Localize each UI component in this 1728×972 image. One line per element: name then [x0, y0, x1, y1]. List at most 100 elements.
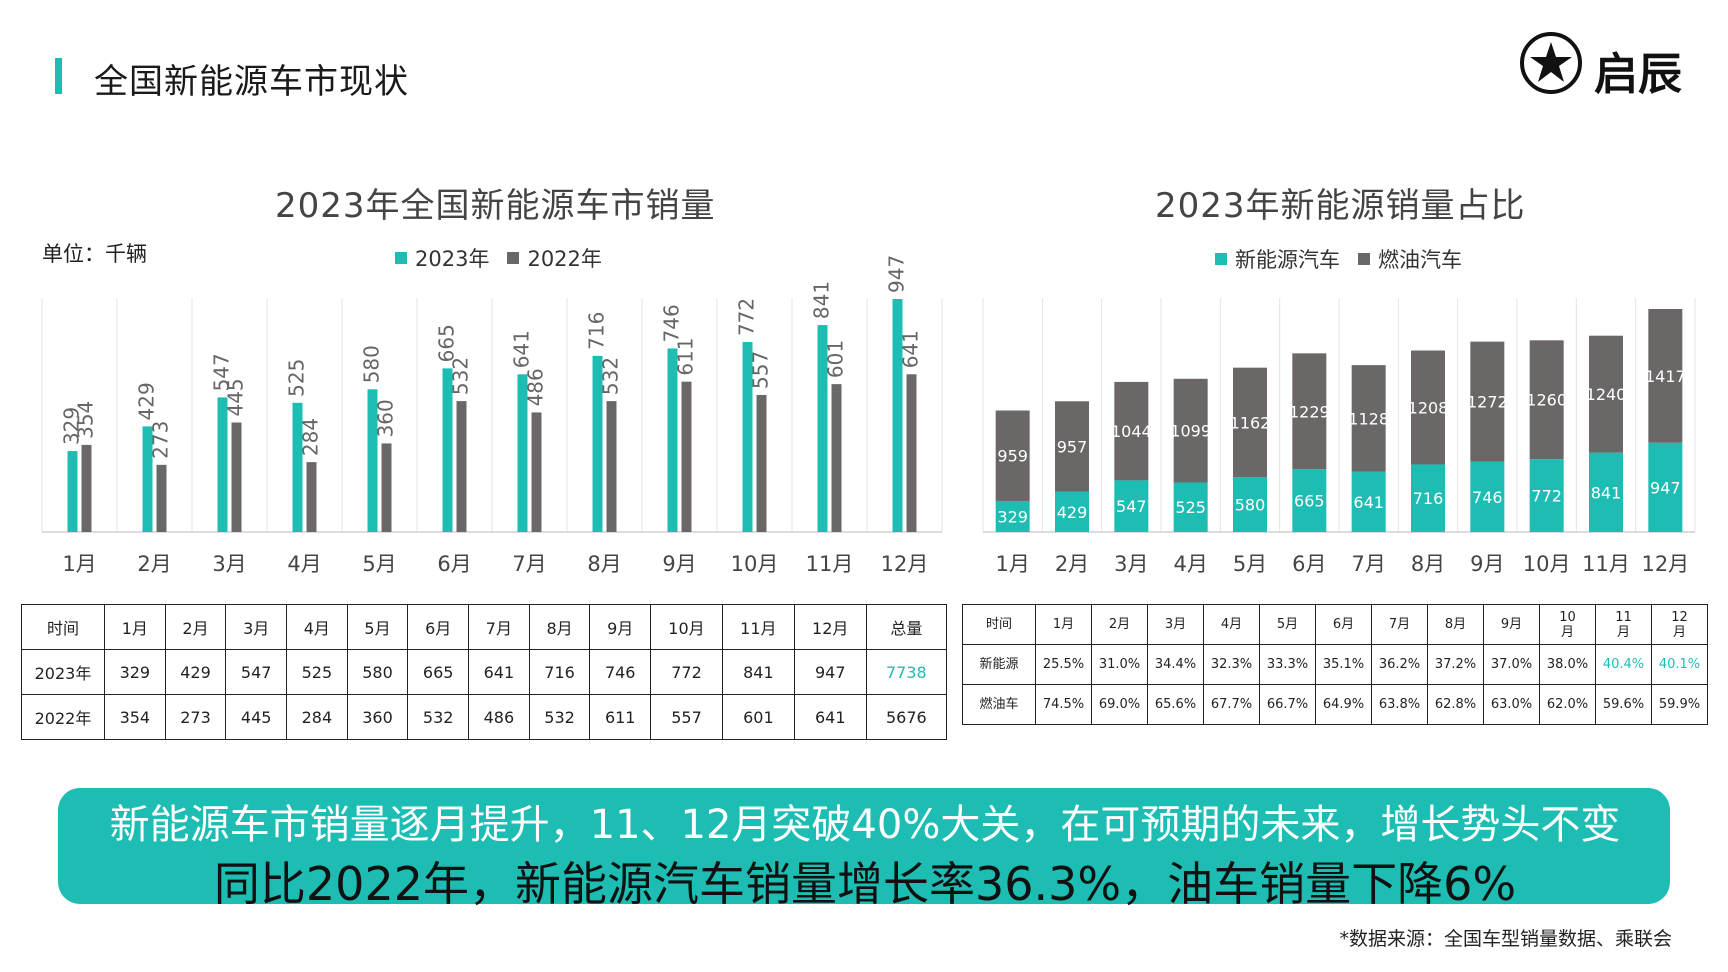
table-header-cell: 4月: [1203, 604, 1260, 645]
stack-value-nev: 525: [1175, 498, 1206, 517]
stack-value-ice: 1044: [1111, 422, 1152, 441]
bar-value-label: 532: [599, 357, 623, 395]
bar-value-label: 772: [735, 298, 759, 336]
table-cell: 360: [346, 694, 409, 740]
stack-bar-nev: [1292, 469, 1327, 532]
table-cell: 2022年: [21, 694, 105, 740]
legend-swatch-nev: [1215, 253, 1227, 265]
chart1-x-tick: 6月: [437, 552, 471, 576]
bar-2023: [292, 402, 303, 532]
table-cell: 329: [104, 649, 166, 695]
table-cell: 62.8%: [1427, 684, 1484, 725]
table-cell: 63.8%: [1371, 684, 1428, 725]
table-cell: 525: [286, 649, 348, 695]
stack-value-nev: 746: [1472, 488, 1503, 507]
chart2-x-tick: 2月: [1055, 552, 1089, 576]
stack-value-ice: 959: [997, 447, 1028, 466]
table-cell: 841: [721, 649, 795, 695]
stack-value-ice: 957: [1057, 437, 1088, 456]
chart1-x-tick: 10月: [731, 552, 779, 576]
table-row: 燃油车 74.5% 69.0% 65.6% 67.7% 66.7% 64.9% 63.8% 62…: [962, 684, 1708, 725]
stack-value-ice: 1208: [1408, 398, 1449, 417]
chart1-x-tick: 4月: [287, 552, 321, 576]
bar-value-label: 329: [60, 407, 84, 445]
bar-value-label: 665: [435, 324, 459, 362]
stack-value-nev: 716: [1413, 489, 1444, 508]
bar-value-label: 641: [899, 330, 923, 368]
stack-bar-ice: [1055, 401, 1089, 492]
brand-logo: 启辰: [1520, 32, 1720, 102]
table-header-row: 时间 1月 2月 3月 4月 5月 6月 7月 8月 9月 10月 11月 12月 总量: [21, 604, 948, 650]
chart1-x-tick: 7月: [512, 552, 546, 576]
header-month-number: 11: [1615, 609, 1632, 625]
stack-bar-nev: [995, 500, 1030, 532]
header-month-suffix: 月: [1672, 624, 1686, 640]
stack-bar-nev: [1055, 491, 1089, 532]
table-header-cell: 3月: [225, 604, 288, 650]
bar-value-label: 557: [749, 351, 773, 389]
table-header-cell: 2月: [1091, 604, 1148, 645]
chart2-x-tick: 9月: [1470, 552, 1504, 576]
legend-label-2022: 2022年: [527, 247, 602, 271]
table-cell: 429: [164, 649, 227, 695]
bar-2022: [831, 384, 842, 532]
stack-bar-ice: [1648, 309, 1683, 443]
table-cell: 445: [225, 694, 288, 740]
logo-text: 启辰: [1594, 49, 1682, 100]
stack-value-ice: 1240: [1586, 385, 1627, 404]
table-cell: 532: [528, 694, 591, 740]
table-cell: 40.1%: [1651, 644, 1708, 685]
stack-value-ice: 1162: [1230, 413, 1271, 432]
table-cell: 580: [346, 649, 409, 695]
table-cell: 665: [407, 649, 470, 695]
summary-line-2: 同比2022年，新能源汽车销量增长率36.3%，油车销量下降6%: [213, 857, 1517, 911]
table-cell: 66.7%: [1259, 684, 1316, 725]
table-header-cell: 9月: [589, 604, 652, 650]
bar-2022: [606, 401, 617, 532]
chart2-x-tick: 5月: [1233, 552, 1267, 576]
stack-value-ice: 1099: [1170, 422, 1211, 441]
stack-value-nev: 665: [1294, 492, 1325, 511]
table-header-cell: 1月: [1035, 604, 1092, 645]
table-header-cell: 时间: [21, 604, 105, 650]
bar-value-label: 445: [224, 378, 248, 416]
stack-bar-nev: [1173, 482, 1208, 532]
stack-bar-ice: [1470, 341, 1505, 462]
table-cell: 5676: [865, 694, 948, 740]
stack-value-ice: 1260: [1526, 391, 1567, 410]
table-header-cell: 8月: [528, 604, 591, 650]
stack-bar-nev: [1529, 459, 1564, 532]
header-month-number: 10: [1559, 609, 1576, 625]
table-cell: 59.6%: [1595, 684, 1652, 725]
table-row: 2022年 354 273 445 284 360 532 486 532 611 557 601 64…: [21, 694, 948, 740]
stack-value-nev: 641: [1353, 493, 1384, 512]
chart1-unit: 单位：千辆: [42, 242, 147, 266]
stack-value-nev: 547: [1116, 497, 1147, 516]
table-header-cell: 2月: [164, 604, 227, 650]
stack-value-ice: 1417: [1645, 367, 1686, 386]
table-header-cell: 1月: [104, 604, 166, 650]
bar-2023: [592, 355, 603, 532]
table-cell: 532: [407, 694, 470, 740]
legend-swatch-2023: [395, 252, 407, 264]
header-month-suffix: 月: [1616, 624, 1630, 640]
table-cell: 33.3%: [1259, 644, 1316, 685]
table-cell: 7738: [865, 649, 948, 695]
table-header-cell: 4月: [286, 604, 348, 650]
chart1-x-tick: 1月: [62, 552, 96, 576]
table-cell: 65.6%: [1147, 684, 1204, 725]
table-cell: 641: [793, 694, 867, 740]
table-header-cell: 10月: [650, 604, 723, 650]
chart1-legend: 2023年 2022年: [395, 243, 602, 273]
chart2-x-tick: 7月: [1351, 552, 1385, 576]
bar-2023: [442, 368, 453, 532]
bar-2023: [742, 342, 753, 532]
sales-table: 时间 1月 2月 3月 4月 5月 6月 7月 8月 9月 10月 11月 12月 总量 2023年 329 4…: [21, 604, 948, 740]
bar-value-label: 486: [524, 368, 548, 406]
table-header-cell: 9月: [1483, 604, 1540, 645]
stack-value-nev: 841: [1591, 483, 1622, 502]
bar-2023: [367, 389, 378, 532]
chart1-x-tick: 12月: [881, 552, 929, 576]
